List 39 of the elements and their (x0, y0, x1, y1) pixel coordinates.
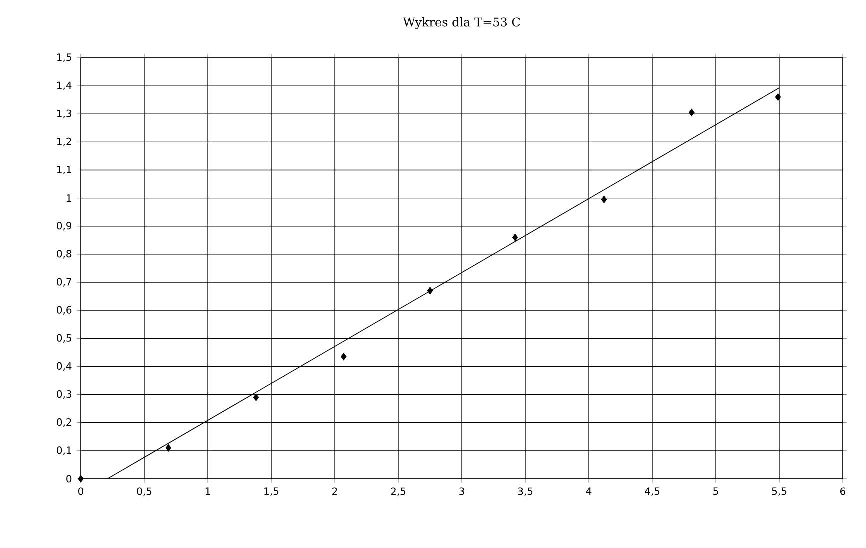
x-tick-label: 1,5 (264, 488, 279, 496)
chart-title: Wykres dla T=53 C (403, 17, 520, 30)
y-tick-label: 1,4 (58, 82, 72, 90)
y-tick-label: 0,2 (57, 418, 72, 428)
point (512, 234, 518, 242)
y-tick-label: 0,9 (57, 222, 72, 231)
point (601, 196, 608, 204)
y-tick-label: 1,1 (58, 166, 72, 174)
x-tick-label: 4 (586, 488, 592, 495)
x-tick-label: 0 (78, 488, 84, 496)
y-tick-label: 0,6 (57, 306, 72, 315)
x-tick-label: 2,5 (391, 488, 406, 496)
point (427, 287, 434, 295)
point (341, 353, 347, 361)
y-tick-label: 0,5 (57, 334, 72, 343)
y-tick-label: 0,1 (57, 446, 72, 456)
y-tick-label: 0,3 (57, 390, 72, 400)
y-tick-label: 0,4 (57, 362, 72, 372)
point (775, 94, 782, 102)
x-tick-label: 1 (206, 488, 210, 495)
x-tick-label: 3 (460, 488, 464, 496)
y-tick-label: 1,3 (58, 110, 72, 118)
y-tick-label: 1,2 (58, 138, 72, 146)
x-tick-label: 0,5 (137, 488, 152, 496)
x-tick-label: 5 (714, 488, 718, 496)
x-tick-label: 3,5 (518, 488, 533, 496)
point (78, 475, 84, 483)
x-tick-label: 2 (332, 488, 338, 496)
x-tick-label: 5,5 (772, 488, 787, 496)
x-tick-label: 6 (840, 488, 846, 496)
y-tick-label: 1,5 (58, 54, 72, 62)
y-tick-label: 0,8 (57, 250, 72, 259)
point (689, 108, 695, 116)
point (166, 444, 172, 452)
point (253, 394, 260, 402)
x-tick-label: 4,5 (645, 488, 660, 496)
y-tick-label: 0,7 (57, 278, 72, 287)
y-tick-label: 0 (66, 475, 72, 483)
y-tick-label: 1 (67, 194, 72, 202)
